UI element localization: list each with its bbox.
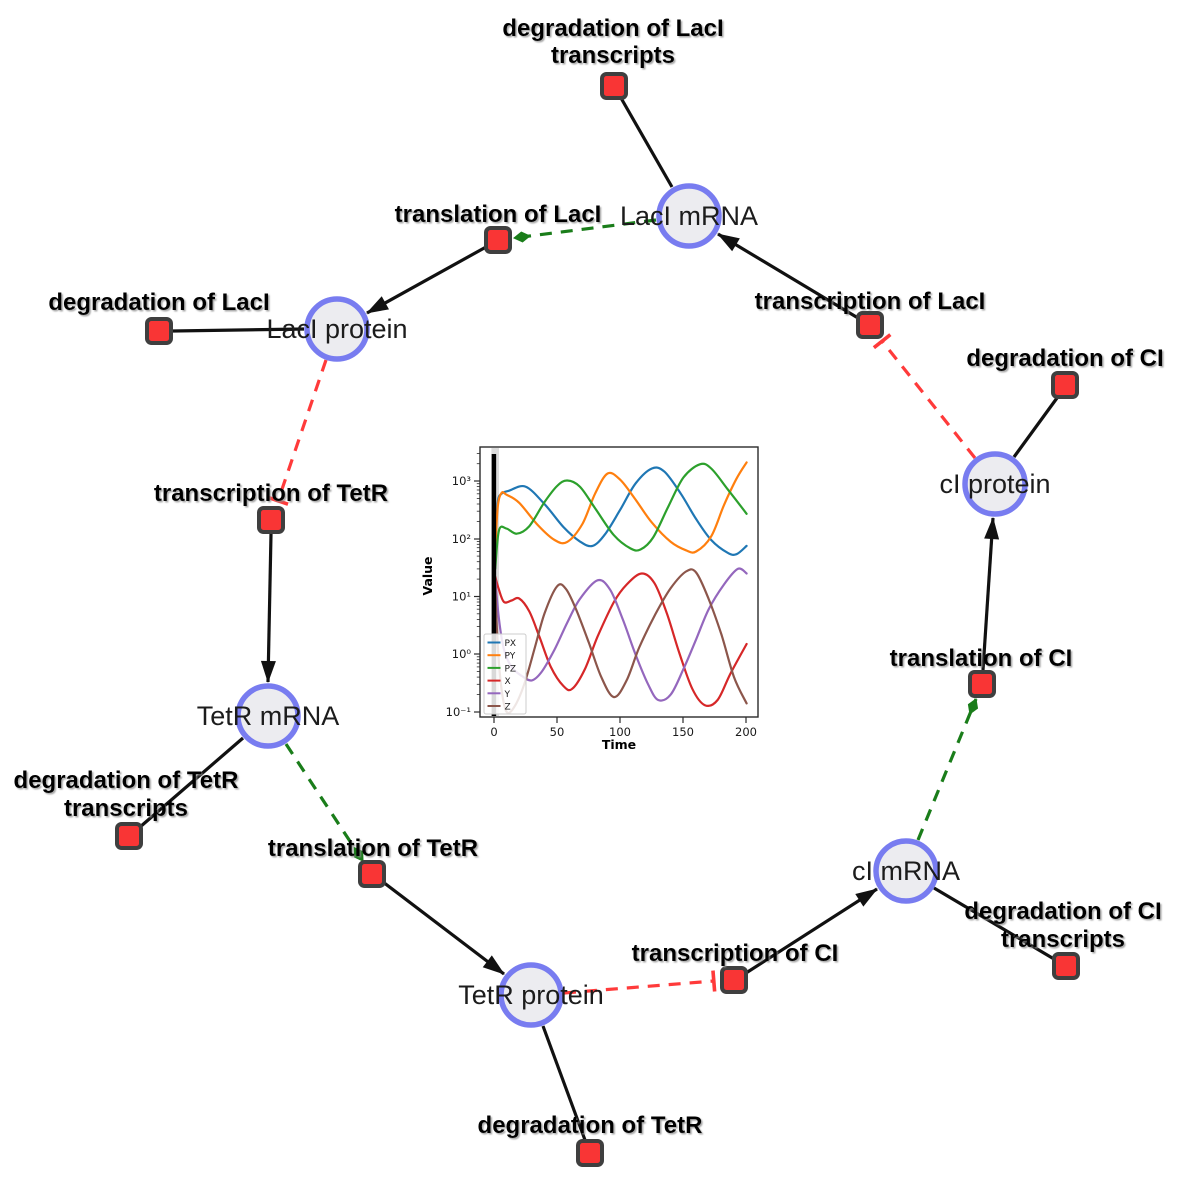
species-node-laci-protein[interactable] — [304, 296, 370, 362]
edge-layer — [138, 97, 1059, 1141]
reaction-node-degradation-of-tetr[interactable] — [576, 1139, 604, 1167]
x-tick-200: 200 — [735, 725, 757, 739]
legend-label-y: Y — [504, 690, 511, 700]
reaction-node-degradation-of-ci-transcripts[interactable] — [1052, 952, 1080, 980]
species-node-laci-mrna[interactable] — [656, 183, 722, 249]
reaction-node-translation-of-ci[interactable] — [968, 670, 996, 698]
reaction-node-degradation-of-laci[interactable] — [145, 317, 173, 345]
edge-tetrmrna-to-deg-transcripts — [138, 736, 245, 829]
legend-label-x: X — [505, 677, 511, 687]
chart-x-ticks — [493, 717, 747, 723]
species-label-laci-mrna: LacI mRNA — [620, 201, 758, 231]
x-axis-label: Time — [602, 737, 636, 752]
edge-lacimrna-modifies-translation — [513, 218, 657, 243]
chart-y-ticks — [474, 480, 480, 713]
reaction-node-transcription-of-ci[interactable] — [720, 966, 748, 994]
reaction-node-degradation-of-ci[interactable] — [1051, 371, 1079, 399]
edge-transcription-laci-to-lacimrna — [717, 232, 859, 320]
reaction-label-degradation-of-ci: degradation of CI — [966, 345, 1163, 372]
y-tick-1e0: 10⁰ — [452, 647, 472, 661]
chart-axes-frame — [479, 446, 759, 718]
y-tick-1e3: 10³ — [452, 474, 472, 488]
y-tick-1e1: 10¹ — [452, 590, 471, 604]
legend-label-px: PX — [505, 639, 517, 649]
species-label-laci-protein: LacI protein — [266, 314, 407, 344]
reaction-label-degradation-of-laci: degradation of LacI — [48, 289, 269, 316]
chart-curves — [491, 448, 748, 716]
species-label-tetr-protein: TetR protein — [458, 980, 604, 1010]
inset-chart: 0 50 100 150 200 10³ 10² 10¹ 10⁰ 10⁻¹ Ti… — [420, 446, 759, 752]
x-tick-0: 0 — [490, 725, 497, 739]
edge-lacimrna-to-deg-transcripts — [619, 97, 674, 188]
edge-transcription-tetr-to-tetrmrna — [260, 533, 276, 683]
edge-laciprotein-to-deg-laci — [172, 327, 305, 333]
edge-cimrna-to-deg-transcripts — [933, 886, 1055, 961]
node-layer: LacI mRNA LacI protein TetR mRNA TetR pr… — [14, 15, 1164, 1167]
reaction-label-degradation-of-tetr-transcripts-2: transcripts — [64, 795, 188, 822]
reaction-label-translation-of-tetr: translation of TetR — [268, 835, 478, 862]
reaction-label-transcription-of-tetr: transcription of TetR — [154, 480, 388, 507]
reaction-node-transcription-of-laci[interactable] — [856, 311, 884, 339]
reaction-label-translation-of-ci: translation of CI — [890, 645, 1073, 672]
reaction-label-degradation-of-ci-transcripts-2: transcripts — [1001, 926, 1125, 953]
edge-translation-ci-to-ciprotein — [981, 517, 1000, 671]
reaction-label-translation-of-laci: translation of LacI — [395, 201, 602, 228]
y-tick-1em1: 10⁻¹ — [446, 705, 471, 719]
y-tick-1e2: 10² — [452, 532, 471, 546]
edge-tetrmrna-modifies-translation — [284, 743, 365, 862]
edge-translation-laci-to-laciprotein — [366, 245, 487, 315]
reaction-label-transcription-of-laci: transcription of LacI — [755, 288, 986, 315]
species-node-tetr-mrna[interactable] — [235, 683, 301, 749]
reaction-node-translation-of-tetr[interactable] — [358, 860, 386, 888]
reaction-label-degradation-of-laci-transcripts-1: degradation of LacI — [502, 15, 723, 42]
y-axis-label: Value — [420, 556, 435, 595]
species-label-ci-protein: cI protein — [939, 469, 1050, 499]
chart-legend: PX PY PZ X Y Z — [483, 633, 527, 715]
edge-tetrprotein-to-deg-tetr — [541, 1025, 587, 1141]
reaction-node-degradation-of-laci-transcripts[interactable] — [600, 72, 628, 100]
reaction-label-degradation-of-tetr: degradation of TetR — [478, 1112, 703, 1139]
reaction-label-degradation-of-tetr-transcripts-1: degradation of TetR — [14, 767, 239, 794]
reaction-node-translation-of-laci[interactable] — [484, 226, 512, 254]
edge-ciprotein-inhibits-transcription-laci — [872, 333, 977, 459]
species-node-ci-mrna[interactable] — [873, 838, 939, 904]
edge-cimrna-modifies-translation — [916, 698, 979, 841]
edge-translation-tetr-to-tetrprotein — [382, 880, 505, 976]
reaction-label-transcription-of-ci: transcription of CI — [632, 940, 839, 967]
reaction-node-degradation-of-tetr-transcripts[interactable] — [115, 822, 143, 850]
reaction-node-transcription-of-tetr[interactable] — [257, 506, 285, 534]
edge-transcription-ci-to-cimrna — [745, 887, 878, 975]
species-node-ci-protein[interactable] — [962, 451, 1028, 517]
species-node-tetr-protein[interactable] — [498, 962, 564, 1028]
species-label-ci-mrna: cI mRNA — [852, 856, 960, 886]
x-tick-100: 100 — [609, 725, 631, 739]
edge-ciprotein-to-deg-ci — [1012, 397, 1059, 458]
reaction-label-degradation-of-laci-transcripts-2: transcripts — [551, 42, 675, 69]
chart-y-minor-ticks — [476, 453, 480, 695]
edge-laciprotein-inhibits-transcription-tetr — [267, 359, 328, 506]
x-tick-150: 150 — [672, 725, 694, 739]
legend-label-py: PY — [505, 652, 516, 662]
edge-tetrprotein-inhibits-transcription-ci — [563, 970, 717, 995]
legend-label-z: Z — [505, 703, 511, 713]
x-tick-50: 50 — [550, 725, 565, 739]
reaction-label-degradation-of-ci-transcripts-1: degradation of CI — [964, 898, 1161, 925]
legend-label-pz: PZ — [505, 664, 517, 674]
species-label-tetr-mrna: TetR mRNA — [197, 701, 340, 731]
